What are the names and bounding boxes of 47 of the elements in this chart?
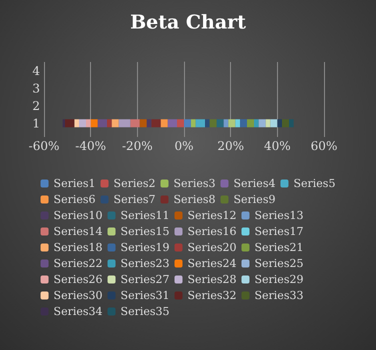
legend-label: Series9 bbox=[233, 193, 276, 206]
x-tick-label: -40% bbox=[75, 139, 106, 153]
x-tick-label: -20% bbox=[122, 139, 153, 153]
legend-label: Series31 bbox=[120, 289, 170, 302]
legend-label: Series20 bbox=[188, 241, 236, 254]
legend-label: Series4 bbox=[233, 177, 276, 190]
y-tick-label: 4 bbox=[32, 64, 40, 78]
legend-label: Series14 bbox=[54, 225, 103, 238]
legend-label: Series29 bbox=[254, 273, 304, 286]
y-tick-label: 3 bbox=[32, 81, 40, 96]
legend-label: Series27 bbox=[120, 273, 170, 286]
legend-label: Series35 bbox=[120, 305, 170, 318]
legend-label: Series1 bbox=[54, 177, 96, 190]
legend-label: Series3 bbox=[174, 177, 216, 190]
legend-label: Series10 bbox=[54, 209, 103, 222]
x-tick-label: 20% bbox=[217, 139, 244, 153]
legend-label: Series23 bbox=[120, 257, 170, 270]
legend-label: Series12 bbox=[188, 209, 236, 222]
y-tick-label: 1 bbox=[32, 116, 40, 130]
legend-label: Series5 bbox=[293, 177, 336, 190]
legend-label: Series24 bbox=[188, 257, 236, 270]
legend-label: Series15 bbox=[120, 225, 170, 238]
x-tick-label: 60% bbox=[310, 139, 338, 153]
y-tick-label: 2 bbox=[32, 98, 40, 113]
legend-label: Series33 bbox=[254, 289, 304, 302]
legend-label: Series25 bbox=[254, 257, 304, 270]
chart-title: Beta Chart bbox=[130, 12, 246, 34]
legend-label: Series22 bbox=[54, 257, 103, 270]
legend-label: Series8 bbox=[174, 193, 216, 206]
legend-label: Series17 bbox=[254, 225, 304, 238]
legend-label: Series13 bbox=[254, 209, 304, 222]
legend-label: Series19 bbox=[120, 241, 170, 254]
x-tick-label: 0% bbox=[174, 139, 194, 153]
x-tick-label: 40% bbox=[264, 139, 291, 153]
legend-label: Series32 bbox=[188, 289, 236, 302]
legend-label: Series30 bbox=[54, 289, 103, 302]
legend-label: Series2 bbox=[114, 177, 156, 190]
legend-label: Series21 bbox=[254, 241, 304, 254]
legend-label: Series28 bbox=[188, 273, 236, 286]
legend-label: Series18 bbox=[54, 241, 103, 254]
x-tick-label: -60% bbox=[28, 139, 60, 153]
legend-label: Series11 bbox=[120, 209, 170, 222]
legend-label: Series7 bbox=[114, 193, 156, 206]
legend-label: Series26 bbox=[54, 273, 103, 286]
legend-label: Series16 bbox=[188, 225, 236, 238]
legend-label: Series34 bbox=[54, 305, 103, 318]
legend-label: Series6 bbox=[54, 193, 96, 206]
